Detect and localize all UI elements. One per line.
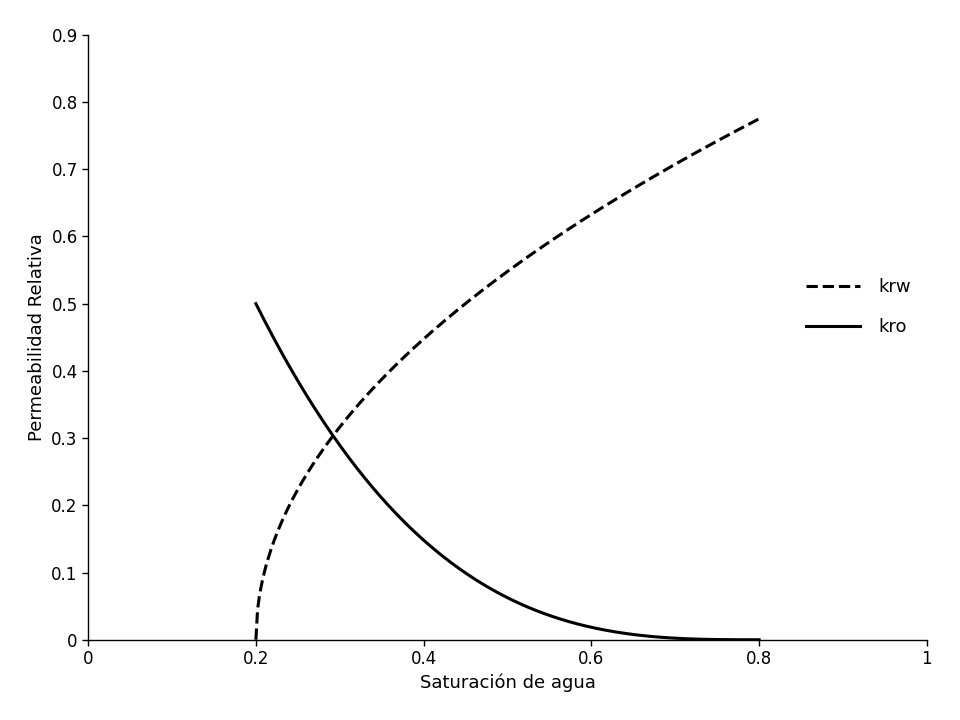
kro [550,613,562,622]
kro [251,300,262,308]
X-axis label: Saturación de agua: Saturación de agua [420,674,595,692]
Legend: krw, kro: krw, kro [799,271,918,343]
krw [548,235,560,243]
kro [558,616,569,624]
krw [251,636,262,644]
krw [754,114,765,123]
kro [548,613,560,621]
kro [707,635,718,644]
krw [674,157,685,166]
krw [550,233,562,242]
krw [707,140,718,148]
kro [754,636,765,644]
kro [674,634,685,643]
Line: kro: kro [256,304,759,640]
krw [252,606,263,614]
krw [558,228,569,236]
Line: krw: krw [256,119,759,640]
kro [252,302,263,311]
Y-axis label: Permeabilidad Relativa: Permeabilidad Relativa [28,233,46,441]
